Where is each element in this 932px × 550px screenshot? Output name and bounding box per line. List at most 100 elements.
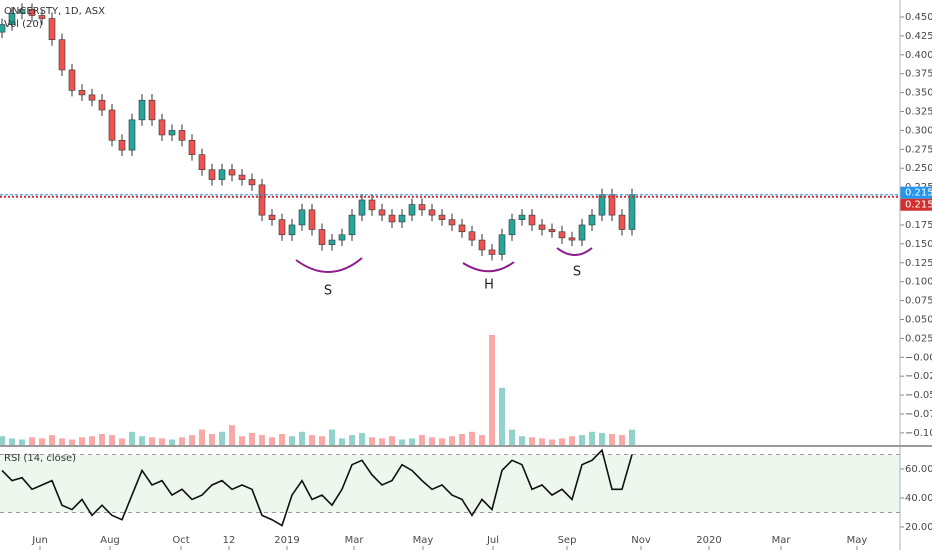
volume-bar xyxy=(449,436,455,445)
volume-bar xyxy=(259,435,265,445)
volume-bar xyxy=(419,435,425,445)
volume-bar xyxy=(39,438,45,445)
x-tick-label: 12 xyxy=(223,535,236,546)
volume-bar xyxy=(399,439,405,445)
y-tick-label: 0.325 xyxy=(905,107,932,118)
volume-bar xyxy=(339,438,345,445)
volume-bar xyxy=(429,437,435,445)
candle-body xyxy=(288,224,296,236)
volume-bar xyxy=(529,437,535,445)
volume-bar xyxy=(519,436,525,445)
candle-body xyxy=(148,99,156,121)
y-tick-label: 0.025 xyxy=(905,333,932,344)
volume-bar xyxy=(409,438,415,445)
volume-bar xyxy=(209,434,215,445)
x-tick-label: 2020 xyxy=(696,535,721,546)
volume-bar xyxy=(329,429,335,445)
volume-bar xyxy=(489,335,495,445)
candle-body xyxy=(168,130,176,136)
candle-body xyxy=(78,90,86,96)
candle-body xyxy=(198,154,206,171)
price-label-box xyxy=(900,186,932,199)
candle-body xyxy=(538,224,546,230)
volume-bar xyxy=(219,431,225,445)
y-tick-label: 0.275 xyxy=(905,144,932,155)
candle-body xyxy=(558,231,566,239)
y-tick-label: 0.350 xyxy=(905,88,932,99)
volume-bar xyxy=(559,438,565,445)
volume-bar xyxy=(49,435,55,445)
candle-body xyxy=(158,119,166,136)
y-tick-label: 0.075 xyxy=(905,296,932,307)
volume-bar xyxy=(169,439,175,445)
candle-body xyxy=(598,194,606,216)
x-tick-label: Mar xyxy=(345,535,365,546)
volume-bar xyxy=(599,432,605,445)
candle-body xyxy=(438,214,446,220)
x-tick-label: Jul xyxy=(486,535,499,546)
candle-body xyxy=(238,174,246,180)
y-tick-label: 0.425 xyxy=(905,31,932,42)
x-tick-label: May xyxy=(413,535,434,546)
volume-title: Vol (20) xyxy=(4,19,43,30)
candle-body xyxy=(388,214,396,223)
candle-body xyxy=(68,69,76,91)
candle-body xyxy=(98,99,106,111)
y-tick-label: 0.400 xyxy=(905,50,932,61)
volume-bar xyxy=(589,431,595,445)
volume-bar xyxy=(269,437,275,445)
y-tick-label: 60.00 xyxy=(905,464,932,475)
volume-bar xyxy=(379,438,385,445)
pattern-arc xyxy=(462,261,515,273)
y-tick-label: 0.150 xyxy=(905,239,932,250)
y-tick-label: 0.300 xyxy=(905,125,932,136)
volume-bar xyxy=(139,436,145,445)
candle-body xyxy=(0,24,6,33)
y-tick-label: 0.175 xyxy=(905,220,932,231)
price-label: 0.215 xyxy=(905,188,932,199)
volume-bar xyxy=(99,434,105,445)
candle-body xyxy=(318,229,326,245)
volume-bar xyxy=(369,437,375,445)
x-tick-label: Nov xyxy=(631,535,651,546)
chart-title: ONCERSTY, 1D, ASX xyxy=(4,6,105,17)
pattern-arc xyxy=(295,257,363,273)
candle-body xyxy=(278,219,286,236)
candle-body xyxy=(178,130,186,141)
y-tick-label: 0.375 xyxy=(905,69,932,80)
price-label: 0.215 xyxy=(905,200,932,211)
candle-body xyxy=(118,139,126,151)
volume-bar xyxy=(569,436,575,445)
candle-body xyxy=(608,194,616,216)
annotation: S xyxy=(573,265,581,280)
candle-body xyxy=(528,214,536,226)
volume-bar xyxy=(439,438,445,445)
candle-body xyxy=(408,204,416,216)
candle-body xyxy=(18,9,26,14)
candle-body xyxy=(578,224,586,241)
volume-bar xyxy=(109,435,115,445)
volume-bar xyxy=(9,438,15,445)
candle-body xyxy=(478,239,486,251)
candle-body xyxy=(338,234,346,241)
volume-bar xyxy=(79,437,85,445)
candle-body xyxy=(588,214,596,226)
candle-body xyxy=(268,214,276,220)
volume-bar xyxy=(239,436,245,445)
volume-bar xyxy=(249,432,255,445)
volume-bar xyxy=(479,435,485,445)
volume-bar xyxy=(69,439,75,445)
y-tick-label: 0.250 xyxy=(905,163,932,174)
y-tick-label: −0.000 xyxy=(905,352,932,363)
x-tick-label: Oct xyxy=(172,535,189,546)
volume-bar xyxy=(199,429,205,445)
candle-body xyxy=(548,229,556,233)
volume-bar xyxy=(149,437,155,445)
volume-bar xyxy=(579,435,585,445)
x-tick-label: Jun xyxy=(31,535,48,546)
volume-bar xyxy=(279,434,285,445)
volume-bar xyxy=(0,436,5,445)
candle-body xyxy=(128,119,136,151)
volume-bar xyxy=(299,431,305,445)
